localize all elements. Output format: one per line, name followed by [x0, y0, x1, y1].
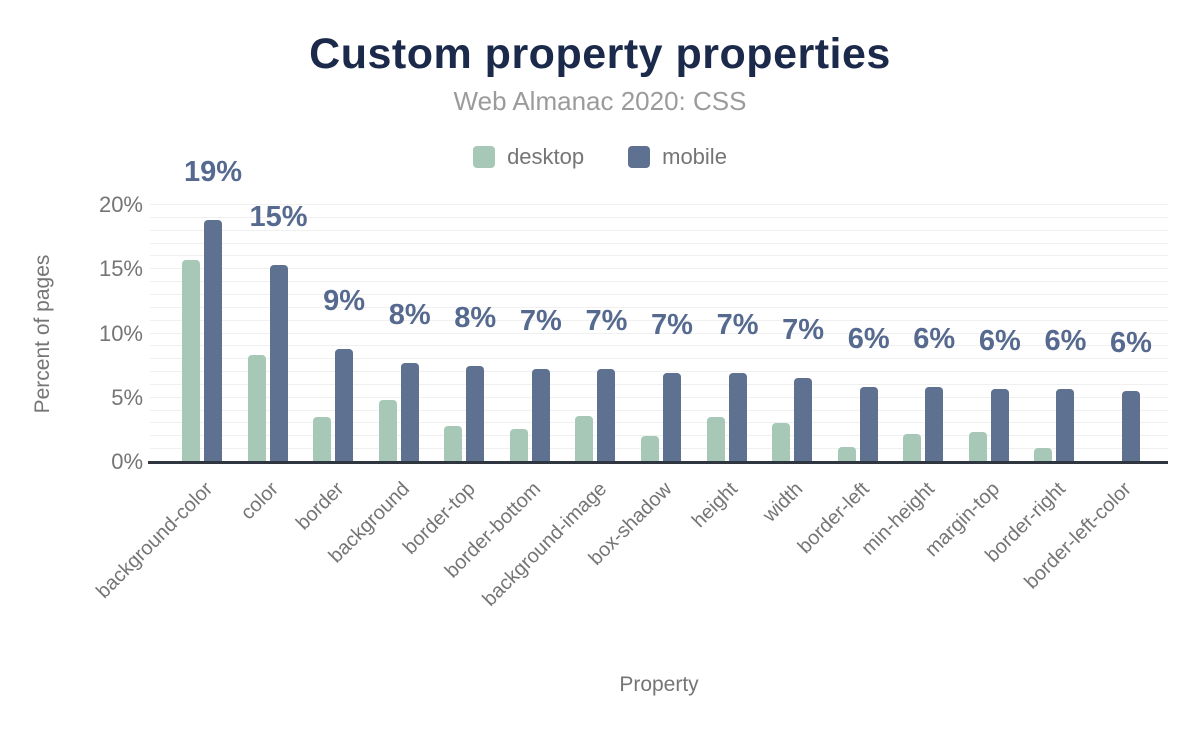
- bar-mobile-border-right[interactable]: [1056, 388, 1075, 462]
- bar-value-label: 6%: [1110, 327, 1152, 360]
- bar-value-label: 6%: [1044, 324, 1087, 357]
- x-tick-label: border: [292, 478, 349, 535]
- bar-mobile-width[interactable]: [794, 378, 813, 462]
- gridline: [150, 281, 1168, 283]
- x-tick-label: background-image: [478, 478, 611, 611]
- plot-area: 19% 15% 9% 8% 8% 7% 7% 7% 7% 7% 6% 6% 6% 6% 6%: [150, 157, 1168, 462]
- bar-desktop-width[interactable]: [772, 423, 791, 462]
- bar-desktop-background-color[interactable]: [182, 260, 200, 462]
- legend-swatch-mobile: [628, 146, 651, 168]
- bar-mobile-background-image[interactable]: [597, 369, 616, 462]
- bar-value-label: 6%: [978, 324, 1021, 357]
- bar-value-label: 15%: [249, 201, 308, 234]
- bar-value-label: 8%: [388, 299, 431, 332]
- bar-desktop-background-image[interactable]: [575, 415, 594, 462]
- bar-mobile-border-left[interactable]: [859, 387, 878, 462]
- y-tick-label: 20%: [98, 192, 143, 217]
- x-tick-label: color: [236, 478, 284, 525]
- x-tick-label: background-color: [92, 478, 218, 603]
- bar-value-label: 19%: [183, 156, 243, 189]
- bar-mobile-border[interactable]: [335, 348, 354, 462]
- gridline: [150, 409, 1168, 411]
- chart-title: Custom property properties: [309, 30, 891, 78]
- y-tick-label: 15%: [98, 256, 143, 282]
- legend-swatch-desktop: [473, 146, 496, 168]
- bar-mobile-background-color[interactable]: [204, 220, 222, 462]
- bar-desktop-color[interactable]: [247, 355, 266, 462]
- bar-value-label: 7%: [651, 309, 693, 342]
- bar-value-label: 7%: [519, 305, 562, 338]
- bar-mobile-min-height[interactable]: [925, 387, 944, 462]
- bar-desktop-min-height[interactable]: [903, 433, 922, 462]
- y-tick-label: 10%: [98, 320, 143, 346]
- bar-desktop-background[interactable]: [378, 400, 397, 462]
- gridline: [150, 435, 1168, 437]
- legend-label-mobile: mobile: [662, 144, 727, 169]
- x-axis-tick-labels: background-color color border background bor…: [93, 466, 1168, 646]
- bar-value-label: 7%: [716, 309, 759, 342]
- x-axis-title: Property: [619, 673, 699, 696]
- bar-desktop-height[interactable]: [706, 417, 725, 462]
- gridline: [150, 268, 1168, 270]
- legend: desktop mobile: [0, 144, 1200, 170]
- bar-mobile-border-left-color[interactable]: [1121, 391, 1140, 462]
- y-axis-tick-labels: 0% 5% 10% 15% 20%: [0, 194, 143, 473]
- gridline: [150, 383, 1168, 385]
- gridline: [150, 396, 1168, 398]
- bar-value-label: 7%: [782, 314, 825, 347]
- bar-mobile-border-top[interactable]: [466, 365, 485, 462]
- bar-value-label: 7%: [585, 305, 628, 338]
- bar-mobile-height[interactable]: [728, 373, 747, 462]
- bar-desktop-margin-top[interactable]: [968, 432, 987, 462]
- bar-mobile-color[interactable]: [269, 265, 288, 462]
- bar-desktop-border-right[interactable]: [1034, 447, 1053, 462]
- legend-item-mobile: mobile: [628, 144, 727, 170]
- x-tick-label: width: [759, 478, 808, 527]
- gridline: [150, 204, 1168, 205]
- gridline: [150, 293, 1168, 295]
- bar-mobile-box-shadow[interactable]: [662, 373, 681, 462]
- bar-mobile-border-bottom[interactable]: [531, 369, 550, 462]
- gridline: [150, 306, 1168, 308]
- legend-item-desktop: desktop: [473, 144, 584, 170]
- gridline: [150, 255, 1168, 257]
- gridline: [150, 229, 1168, 231]
- gridline: [150, 242, 1168, 244]
- x-axis-line: [148, 461, 1168, 464]
- gridline: [150, 422, 1168, 424]
- gridline: [150, 448, 1168, 450]
- gridline: [150, 332, 1168, 334]
- bar-desktop-border[interactable]: [313, 417, 332, 462]
- chart-subtitle: Web Almanac 2020: CSS: [453, 86, 747, 116]
- bar-desktop-box-shadow[interactable]: [640, 436, 659, 462]
- y-tick-label: 5%: [111, 384, 143, 410]
- y-tick-label: 0%: [111, 449, 143, 474]
- bar-value-label: 6%: [847, 323, 890, 356]
- gridline: [150, 345, 1168, 347]
- bar-desktop-border-left[interactable]: [837, 446, 856, 462]
- bar-desktop-border-bottom[interactable]: [509, 428, 528, 462]
- gridline: [150, 319, 1168, 321]
- gridline: [150, 216, 1168, 218]
- bar-value-label: 6%: [913, 323, 956, 356]
- gridline: [150, 358, 1168, 360]
- bar-desktop-border-top[interactable]: [444, 426, 463, 462]
- bar-value-label: 8%: [454, 301, 497, 334]
- x-tick-label: height: [688, 478, 743, 533]
- gridline: [150, 371, 1168, 373]
- bar-mobile-margin-top[interactable]: [990, 388, 1009, 462]
- bar-mobile-background[interactable]: [400, 363, 419, 462]
- bar-value-label: 9%: [323, 284, 366, 317]
- legend-label-desktop: desktop: [507, 144, 585, 169]
